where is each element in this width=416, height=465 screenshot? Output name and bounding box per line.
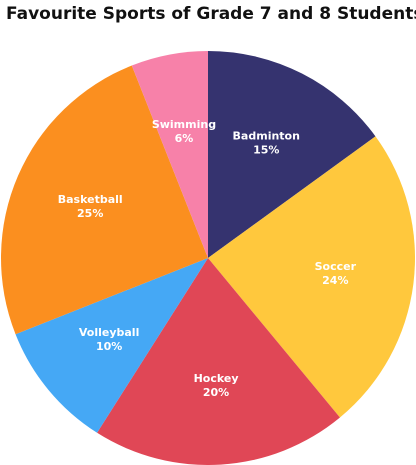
- pie-slice: [97, 258, 340, 465]
- pie-slice: [208, 136, 415, 418]
- slice-label: Hockey: [194, 372, 239, 385]
- slice-value-label: 25%: [77, 207, 103, 220]
- slice-value-label: 6%: [175, 132, 194, 145]
- slice-value-label: 10%: [96, 340, 122, 353]
- pie-slice: [131, 51, 208, 258]
- pie-slice: [208, 51, 376, 258]
- pie-slice: [15, 258, 208, 433]
- chart-title: Favourite Sports of Grade 7 and 8 Studen…: [6, 4, 416, 24]
- slice-label: Swimming: [152, 118, 216, 131]
- slice-label: Badminton: [233, 130, 300, 143]
- slice-value-label: 15%: [253, 144, 279, 157]
- slice-label: Basketball: [58, 193, 123, 206]
- pie-slice: [0, 65, 208, 335]
- slice-label: Soccer: [315, 260, 357, 273]
- slice-value-label: 24%: [322, 274, 348, 287]
- slice-value-label: 20%: [203, 386, 229, 399]
- slice-label: Volleyball: [79, 326, 139, 339]
